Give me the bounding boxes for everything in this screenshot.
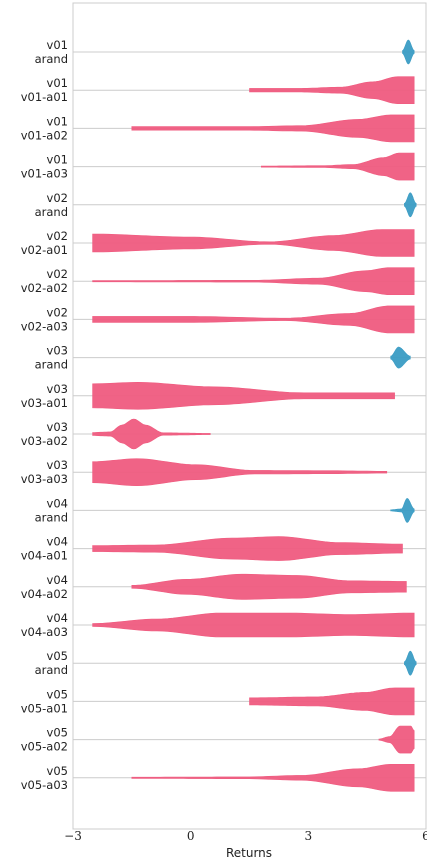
violin-agent	[92, 229, 415, 257]
y-tick-label-version: v03	[47, 420, 68, 434]
violin-agent	[249, 76, 415, 104]
y-tick-label-agent: arand	[35, 52, 68, 66]
y-tick-label-agent: v03-a01	[21, 396, 68, 410]
y-tick-label-agent: v01-a02	[21, 128, 68, 142]
y-tick-label-version: v02	[47, 229, 68, 243]
y-tick-label-agent: v05-a02	[21, 740, 68, 754]
y-tick-label-agent: v05-a03	[21, 778, 68, 792]
y-tick-label-agent: arand	[35, 510, 68, 524]
x-tick-label: −3	[64, 829, 82, 843]
y-tick-label-version: v03	[47, 382, 68, 396]
violin-random	[404, 192, 417, 218]
violin-agent	[92, 536, 403, 561]
y-tick-label-agent: arand	[35, 663, 68, 677]
plot-area	[72, 2, 427, 830]
x-tick-label: 0	[187, 829, 195, 843]
x-tick-label: 6	[422, 829, 427, 843]
y-tick-label-version: v01	[47, 38, 68, 52]
y-tick-label-agent: v04-a01	[21, 549, 68, 563]
y-tick-label-version: v02	[47, 267, 68, 281]
violin-agent	[92, 458, 388, 487]
y-tick-label-agent: v04-a02	[21, 587, 68, 601]
x-tick-labels: −3 0 3 6	[64, 829, 427, 843]
violins	[92, 39, 417, 792]
violin-agent	[92, 418, 211, 450]
violin-agent	[249, 687, 415, 716]
violin-agent	[131, 573, 407, 600]
y-tick-label-agent: v01-a01	[21, 90, 68, 104]
violin-agent	[378, 725, 415, 754]
x-tick-label: 3	[305, 829, 313, 843]
violin-random	[404, 650, 417, 676]
y-tick-label-version: v04	[47, 496, 68, 510]
violin-agent	[92, 612, 415, 638]
y-tick-label-agent: arand	[35, 205, 68, 219]
y-tick-label-version: v05	[47, 649, 68, 663]
y-tick-label-version: v02	[47, 305, 68, 319]
y-tick-labels: v01arandv01v01-a01v01v01-a02v01v01-a03v0…	[21, 38, 68, 792]
y-tick-label-version: v03	[47, 344, 68, 358]
x-axis-label: Returns	[226, 846, 272, 860]
y-tick-label-agent: v02-a03	[21, 319, 68, 333]
violin-agent	[131, 764, 415, 792]
y-tick-label-version: v04	[47, 573, 68, 587]
y-tick-label-agent: v01-a03	[21, 167, 68, 181]
y-tick-label-version: v01	[47, 76, 68, 90]
y-tick-label-agent: v03-a03	[21, 472, 68, 486]
y-tick-label-version: v02	[47, 191, 68, 205]
y-tick-label-agent: v02-a01	[21, 243, 68, 257]
y-tick-label-agent: v04-a03	[21, 625, 68, 639]
y-tick-label-version: v01	[47, 114, 68, 128]
y-tick-label-version: v01	[47, 153, 68, 167]
y-tick-label-agent: v05-a01	[21, 701, 68, 715]
violin-random	[390, 498, 415, 523]
y-tick-label-version: v03	[47, 458, 68, 472]
y-tick-label-version: v05	[47, 687, 68, 701]
violin-agent	[92, 305, 415, 334]
y-tick-label-agent: v03-a02	[21, 434, 68, 448]
y-tick-label-version: v05	[47, 764, 68, 778]
violin-random	[402, 39, 415, 65]
violin-agent	[131, 114, 415, 143]
y-tick-label-version: v04	[47, 535, 68, 549]
y-tick-label-agent: arand	[35, 358, 68, 372]
violin-random	[390, 346, 411, 369]
violin-agent	[92, 381, 395, 410]
y-tick-label-version: v05	[47, 726, 68, 740]
y-tick-label-version: v04	[47, 611, 68, 625]
violin-agent	[92, 267, 415, 295]
violin-agent	[261, 152, 415, 181]
y-tick-label-agent: v02-a02	[21, 281, 68, 295]
